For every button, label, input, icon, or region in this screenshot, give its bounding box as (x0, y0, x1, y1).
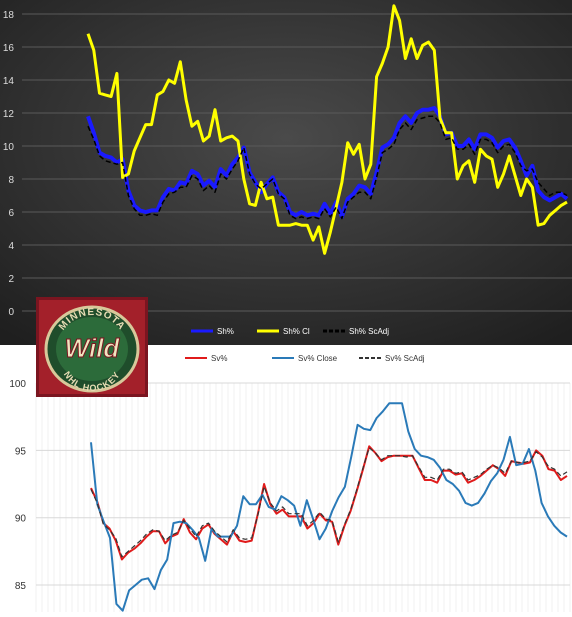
minnesota-wild-logo: MINNESOTA Wild NHL HOCKEY (36, 297, 148, 397)
chart-background-shade (0, 0, 572, 345)
y-tick-label: 14 (3, 76, 15, 87)
y-tick-label: 8 (8, 175, 14, 186)
series-line-shpct-cl (86, 4, 568, 255)
y-tick-label: 18 (3, 10, 15, 21)
legend-label-shpct: Sh% (217, 327, 234, 336)
y-tick-label: 6 (8, 208, 14, 219)
series-line-svpct-scadj (90, 447, 568, 558)
y-tick-label: 0 (8, 307, 14, 318)
legend-label-svpct-scadj: Sv% ScAdj (385, 354, 425, 363)
legend-label-svpct: Sv% (211, 354, 227, 363)
y-tick-label: 2 (8, 274, 14, 285)
shooting-percentage-chart: 0 2 4 6 8 10 12 14 16 18 Sh% Sh% Cl Sh% ScAdj (0, 0, 572, 345)
series-line-shpct-scadj (87, 115, 568, 220)
logo-main-text: Wild (65, 333, 121, 363)
shooting-chart-svg: 0 2 4 6 8 10 12 14 16 18 Sh% Sh% Cl Sh% ScAdj (0, 0, 572, 345)
legend-label-shpct-scadj: Sh% ScAdj (349, 327, 389, 336)
logo-svg: MINNESOTA Wild NHL HOCKEY (36, 297, 148, 397)
y-tick-label: 85 (15, 581, 27, 592)
legend-label-shpct-cl: Sh% Cl (283, 327, 310, 336)
y-tick-label: 4 (8, 241, 14, 252)
legend-label-svpct-close: Sv% Close (298, 354, 338, 363)
y-tick-label: 100 (9, 379, 26, 390)
y-tick-label: 16 (3, 43, 15, 54)
y-tick-label: 95 (15, 446, 27, 457)
y-tick-label: 10 (3, 142, 15, 153)
y-tick-label: 12 (3, 109, 15, 120)
logo-emblem-inner (56, 317, 128, 381)
series-line-shpct (86, 106, 569, 219)
y-tick-label: 90 (15, 514, 27, 525)
